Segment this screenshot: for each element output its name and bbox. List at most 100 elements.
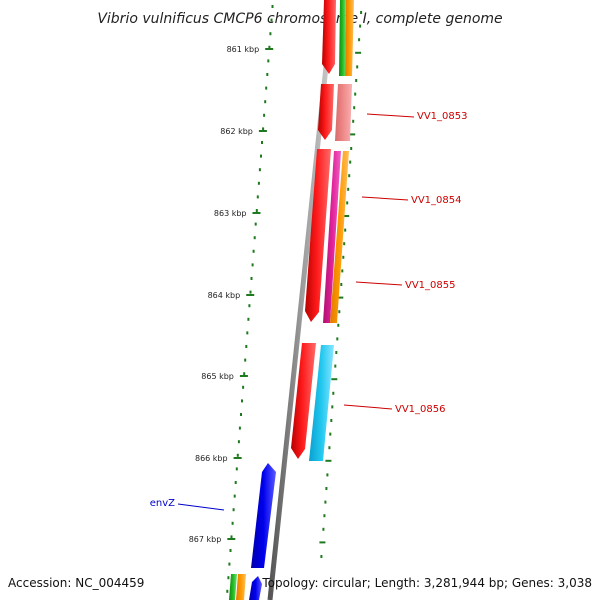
ruler-dot xyxy=(245,345,248,348)
ruler-dot xyxy=(231,521,234,525)
ruler-dot xyxy=(238,426,241,430)
ruler-inner-dash xyxy=(349,133,356,136)
ruler-inner-dash xyxy=(332,391,335,395)
ruler-dot xyxy=(226,589,229,593)
ruler-dot xyxy=(268,45,271,49)
ruler-dot xyxy=(234,481,237,484)
ruler-dot xyxy=(236,453,239,457)
ruler-inner-dash xyxy=(347,187,350,191)
ruler-dot xyxy=(237,440,240,444)
ruler-major-ticks: 861 kbp 862 kbp 863 kbp 864 kbp 865 kbp 866 k… xyxy=(189,45,274,544)
ruler-inner-dash xyxy=(330,419,333,422)
ruler-dot xyxy=(228,562,231,566)
genome-summary-text: Topology: circular; Length: 3,281,944 bp… xyxy=(261,576,592,590)
ruler-inner-dash xyxy=(331,378,338,381)
ruler-dot xyxy=(262,127,265,131)
ruler-tick-label: 862 kbp xyxy=(220,127,253,136)
ruler-inner-dash xyxy=(338,310,341,314)
ruler-inner-dash xyxy=(336,337,339,341)
ruler-inner-dash xyxy=(360,11,363,14)
ruler-dot xyxy=(233,494,236,498)
ruler-dot xyxy=(254,222,257,226)
ruler-dot xyxy=(255,209,258,212)
ruler-inner-dash xyxy=(343,215,350,217)
ruler-dot xyxy=(253,236,256,240)
ruler-dot xyxy=(232,508,235,512)
ruler-dot xyxy=(269,32,272,36)
ruler-tick-label: 863 kbp xyxy=(214,209,247,218)
ruler-inner-dash xyxy=(334,364,337,368)
ruler-inner-dash xyxy=(352,119,355,123)
ruler-inner-dash xyxy=(356,65,359,69)
ruler-dot xyxy=(235,467,238,471)
gene-label-vv1-0853: VV1_0853 xyxy=(366,111,468,122)
ruler-dot xyxy=(240,413,242,416)
ruler-inner-dash xyxy=(322,527,325,531)
ruler-dot xyxy=(270,18,273,22)
accession-text: Accession: NC_004459 xyxy=(8,576,144,590)
ruler-inner-dash xyxy=(320,555,323,558)
ruler-inner-dash xyxy=(326,473,329,477)
ruler-inner-dash xyxy=(350,147,353,150)
ruler-dot xyxy=(266,73,269,76)
ruler-inner-dash xyxy=(335,351,338,354)
gene-arrow-top-red xyxy=(322,0,336,74)
ruler-inner-dash xyxy=(348,174,351,178)
gene-arrow-vv1-0854 xyxy=(323,151,341,323)
ruler-inner-dash xyxy=(337,323,340,327)
gene-arrow-bottom-green xyxy=(229,574,237,600)
ruler-dot xyxy=(227,576,230,580)
ruler-dot xyxy=(258,168,261,172)
gene-arrow-vv1-0853-red xyxy=(318,84,334,140)
ruler-dot xyxy=(263,113,266,117)
gene-label-text: VV1_0853 xyxy=(417,111,468,122)
gene-arrow-top-green xyxy=(339,0,346,76)
gene-arrow-bottom-orange xyxy=(236,574,246,600)
gene-arrow-bottom-blue xyxy=(249,576,262,600)
gene-arrow-vv1-0855 xyxy=(330,151,349,323)
ruler-inner-dash xyxy=(331,405,334,409)
ruler-inner-dash xyxy=(353,106,356,110)
gene-label-text: envZ xyxy=(150,498,175,509)
gene-arrow-vv1-0856 xyxy=(309,345,334,461)
ruler-dot xyxy=(257,181,260,185)
gene-label-text: VV1_0855 xyxy=(405,280,456,291)
ruler-dot xyxy=(242,385,245,389)
ruler-dot xyxy=(241,399,243,403)
ruler-dot xyxy=(247,317,250,321)
ruler-inner-dash xyxy=(337,296,344,299)
ruler-dot xyxy=(248,304,251,308)
ruler-inner-dash xyxy=(346,201,349,205)
ruler-tick-label: 864 kbp xyxy=(208,291,241,300)
ruler-dot xyxy=(243,372,246,376)
ruler-inner-dash xyxy=(328,446,331,450)
gene-arrow-top-orange xyxy=(345,0,354,76)
ruler-inner-dash xyxy=(359,24,362,28)
ruler-dot xyxy=(271,5,274,8)
ruler-dot xyxy=(244,358,247,362)
ruler-inner-dash xyxy=(355,51,362,54)
gene-label-vv1-0855: VV1_0855 xyxy=(355,280,456,291)
ruler-inner-dash xyxy=(349,160,352,164)
gene-features xyxy=(229,0,354,600)
gene-label-vv1-0854: VV1_0854 xyxy=(361,195,462,206)
ruler-inner-dash xyxy=(341,269,344,273)
ruler-dot xyxy=(260,154,262,158)
ruler-dot xyxy=(265,86,268,90)
ruler-tick-label: 867 kbp xyxy=(189,535,222,544)
ruler-inner-dash xyxy=(355,79,358,82)
ruler-dot xyxy=(261,141,263,144)
ruler-inner-dash xyxy=(343,242,346,246)
ruler-dot xyxy=(267,59,270,63)
ruler-inner-dash xyxy=(340,283,343,286)
gene-arrow-vv1-0856-red xyxy=(291,343,316,459)
gene-arrow-vv1-0853 xyxy=(335,84,352,141)
ruler-inner-dash xyxy=(325,459,332,462)
ruler-dot xyxy=(256,195,259,199)
ruler-inner-dash xyxy=(323,514,326,518)
ruler-tick-label: 866 kbp xyxy=(195,454,228,463)
ruler-inner-dash xyxy=(324,500,327,504)
ruler-dot xyxy=(249,290,252,294)
ruler-dot xyxy=(252,249,255,253)
